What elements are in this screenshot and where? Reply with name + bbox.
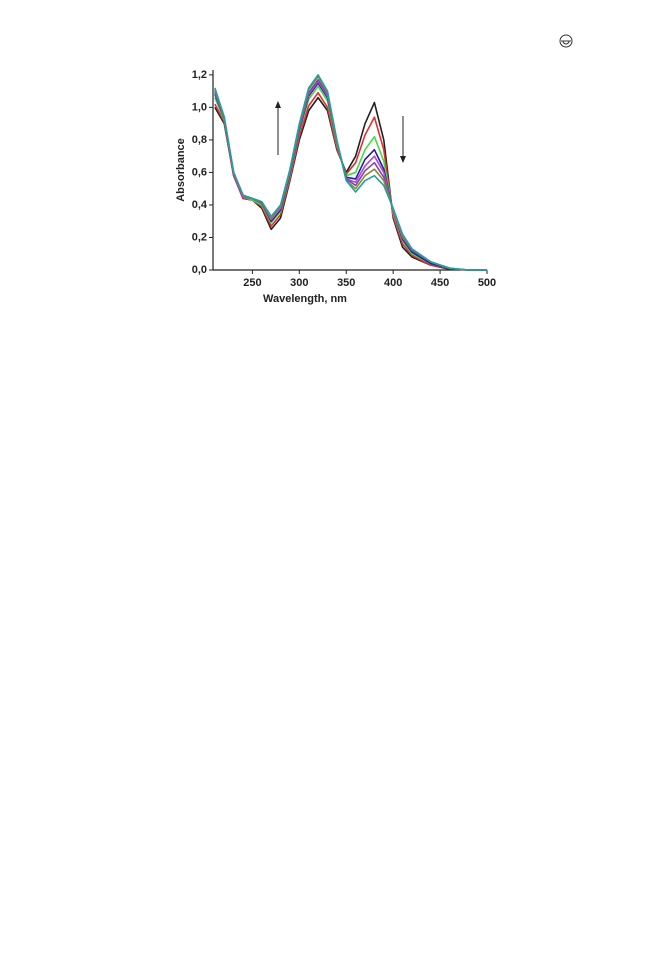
y-tick-label: 0,2	[192, 231, 207, 243]
y-tick-label: 0,8	[192, 134, 207, 146]
x-tick-label: 450	[431, 277, 449, 289]
y-tick-label: 1,0	[192, 101, 207, 113]
spectrum-line	[214, 82, 487, 271]
page-icon-detail	[561, 40, 571, 45]
x-tick-label: 250	[243, 277, 261, 289]
y-tick-label: 0,0	[192, 264, 207, 276]
y-tick-label: 0,4	[192, 199, 208, 211]
x-tick-label: 400	[384, 277, 402, 289]
x-tick-label: 350	[337, 277, 355, 289]
y-axis-label: Absorbance	[175, 138, 187, 202]
arrow-up	[275, 101, 281, 155]
spectrum-line	[214, 80, 487, 271]
x-tick-label: 300	[290, 277, 308, 289]
y-tick-label: 0,6	[192, 166, 207, 178]
page-icon	[559, 34, 573, 48]
arrow-down	[400, 116, 406, 163]
x-tick-label: 500	[478, 277, 496, 289]
y-tick-label: 1,2	[192, 69, 207, 81]
x-axis-label: Wavelength, nm	[263, 293, 347, 305]
spectrum-line	[214, 74, 487, 271]
